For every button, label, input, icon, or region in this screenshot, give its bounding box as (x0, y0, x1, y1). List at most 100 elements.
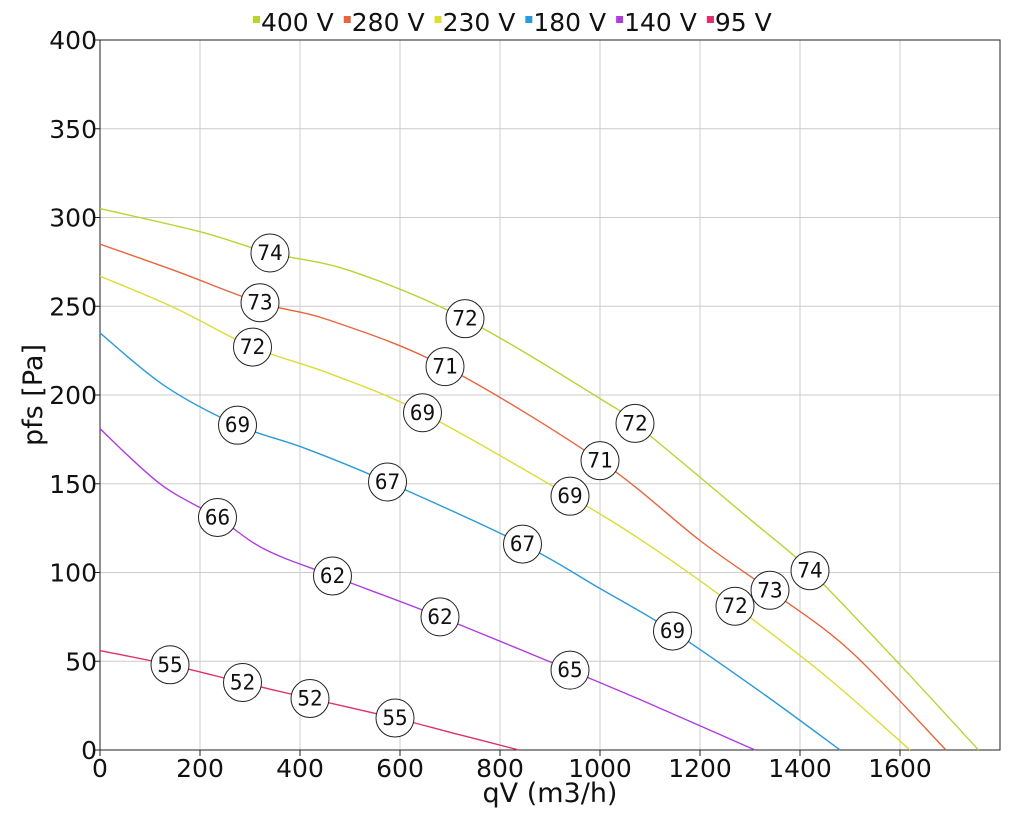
point-label-circle (375, 698, 415, 738)
point-label: 52 (223, 663, 262, 703)
point-label: 71 (425, 347, 465, 387)
point-label-text: 73 (757, 578, 782, 602)
point-label: 69 (218, 405, 257, 445)
legend: 400 V 280 V 230 V 180 V 140 V 95 V (253, 8, 772, 37)
point-label-circle (313, 556, 352, 596)
legend-swatch (616, 16, 624, 23)
point-label: 74 (250, 233, 290, 273)
x-tick-label: 400 (276, 754, 324, 783)
x-tick-label: 1400 (768, 754, 832, 783)
point-label: 55 (150, 645, 190, 685)
x-tick-label: 800 (476, 754, 524, 783)
x-tick-label: 1200 (668, 754, 732, 783)
y-tick-label: 400 (49, 26, 97, 55)
y-tick-label: 350 (49, 115, 97, 144)
point-label: 67 (503, 524, 542, 564)
point-label-text: 65 (557, 658, 582, 682)
point-label-circle (233, 327, 272, 367)
grid (99, 39, 1000, 751)
series-line-280v (99, 243, 947, 751)
x-tick-label: 1600 (868, 754, 932, 783)
point-label-circle (715, 586, 755, 626)
point-label: 62 (420, 597, 460, 637)
point-label-text: 71 (432, 355, 457, 379)
point-label-text: 69 (410, 401, 435, 425)
point-label-circle (218, 405, 257, 445)
point-label-circle (580, 441, 620, 481)
y-tick-label: 0 (81, 736, 97, 765)
point-label: 72 (233, 327, 272, 367)
point-label: 74 (790, 551, 830, 591)
legend-label: 180 V (533, 8, 606, 37)
point-labels: 74 72 72 74 73 71 71 73 72 69 69 72 69 67 67 69 66 62 62 65… (150, 233, 830, 738)
x-tick-label: 1000 (568, 754, 632, 783)
point-label-text: 74 (257, 241, 282, 265)
point-label-circle (653, 611, 692, 651)
point-label: 72 (615, 403, 655, 443)
series-line-230v (99, 275, 911, 751)
legend-swatch (525, 16, 533, 23)
point-label-text: 72 (240, 335, 265, 359)
legend-label: 140 V (624, 8, 697, 37)
point-label-circle (403, 393, 442, 433)
point-label-circle (250, 233, 290, 273)
point-label-circle (550, 650, 590, 690)
point-label-text: 71 (587, 449, 612, 473)
y-tick-label: 200 (49, 381, 97, 410)
x-tick-label: 0 (92, 754, 108, 783)
series-line-180v (99, 332, 841, 751)
point-label-circle (503, 524, 542, 564)
point-label-text: 52 (230, 671, 255, 695)
point-label: 67 (368, 462, 407, 502)
point-label: 73 (750, 570, 790, 610)
point-label-text: 72 (452, 307, 477, 331)
point-label-text: 72 (722, 594, 747, 618)
point-label-text: 62 (320, 564, 345, 588)
point-label: 69 (403, 393, 442, 433)
point-label-circle (150, 645, 190, 685)
y-axis-title: pfs [Pa] (18, 344, 49, 446)
y-tick-label: 250 (49, 292, 97, 321)
legend-swatch (343, 16, 351, 23)
point-label-text: 66 (205, 505, 230, 529)
point-label: 73 (240, 283, 280, 323)
point-label-text: 69 (557, 484, 582, 508)
point-label-circle (223, 663, 262, 703)
point-label: 72 (445, 299, 485, 339)
point-label-text: 69 (225, 413, 250, 437)
axis-ticks: 0 200 400 600 800 1000 1200 1400 1600 0 50 100 150 20… (49, 26, 932, 783)
legend-swatch (434, 16, 442, 23)
y-tick-label: 100 (49, 559, 97, 588)
point-label-text: 72 (622, 411, 647, 435)
point-label-text: 67 (375, 470, 400, 494)
point-label-circle (420, 597, 460, 637)
point-label-text: 62 (427, 605, 452, 629)
x-tick-label: 600 (376, 754, 424, 783)
point-label-circle (290, 679, 330, 719)
point-label-circle (368, 462, 407, 502)
legend-swatch (253, 16, 260, 23)
point-label: 72 (715, 586, 755, 626)
x-tick-label: 200 (176, 754, 224, 783)
point-label: 69 (550, 476, 590, 516)
point-label-circle (425, 347, 465, 387)
point-label-circle (750, 570, 790, 610)
series-line-140v (99, 428, 756, 751)
y-tick-label: 150 (49, 470, 97, 499)
y-tick-label: 50 (65, 647, 97, 676)
point-label: 66 (198, 497, 237, 537)
point-label: 52 (290, 679, 330, 719)
point-label-text: 55 (382, 706, 407, 730)
legend-label: 230 V (443, 8, 516, 37)
y-tick-label: 300 (49, 204, 97, 233)
legend-label: 280 V (352, 8, 425, 37)
point-label-circle (615, 403, 655, 443)
legend-swatch (706, 16, 714, 23)
point-label: 69 (653, 611, 692, 651)
point-label-circle (198, 497, 237, 537)
point-label-text: 52 (297, 687, 322, 711)
point-label-text: 73 (247, 291, 272, 315)
legend-label: 400 V (261, 8, 334, 37)
legend-label: 95 V (715, 8, 772, 37)
